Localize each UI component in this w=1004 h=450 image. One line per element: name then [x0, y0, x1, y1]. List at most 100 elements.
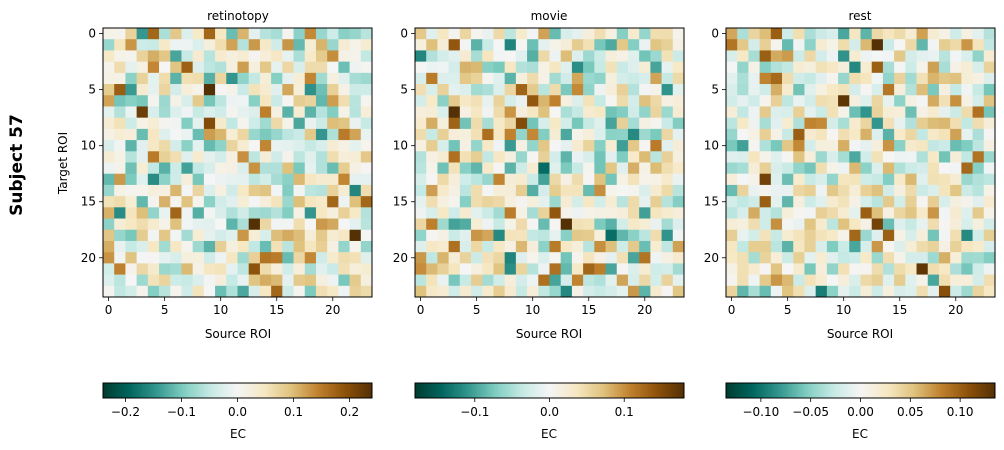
heatmap-cell [136, 72, 149, 85]
heatmap-cell [304, 50, 317, 63]
heatmap-cell [437, 229, 450, 242]
heatmap-cell [860, 184, 873, 197]
heatmap-cell [770, 106, 783, 119]
heatmap-cell [804, 229, 817, 242]
heatmap-cell [950, 117, 962, 130]
colorbar-segment [105, 383, 108, 398]
heatmap-cell [583, 184, 595, 197]
colorbar-segment [509, 383, 513, 398]
heatmap-cell [527, 95, 539, 107]
heatmap-cell [237, 207, 250, 219]
heatmap-cell [672, 263, 685, 275]
colorbar-segment [103, 383, 106, 398]
heatmap-cell [927, 263, 940, 275]
colorbar-segment [667, 383, 670, 398]
heatmap-cell [215, 106, 227, 119]
heatmap-cell [203, 106, 216, 119]
heatmap-cell [905, 196, 917, 208]
heatmap-cell [259, 263, 272, 275]
heatmap-cell [504, 252, 517, 264]
colorbar-segment [427, 383, 431, 398]
colorbar-segment [513, 383, 517, 398]
heatmap-cell [782, 218, 794, 231]
heatmap-cell [482, 28, 494, 40]
colorbar-tick-label: 0.2 [340, 405, 359, 419]
heatmap-cell [571, 106, 584, 119]
colorbar-segment [618, 383, 622, 398]
panel-retinotopy: retinotopy Target ROI Source ROI EC 0 5 10… [56, 9, 373, 441]
heatmap-cell [672, 151, 685, 163]
heatmap-cell [426, 240, 438, 253]
heatmap-cell [136, 50, 149, 63]
heatmap-cell [882, 28, 895, 40]
colorbar-segment [486, 383, 489, 398]
heatmap-cell [459, 218, 472, 231]
heatmap-cell [672, 285, 685, 298]
heatmap-cell [192, 140, 205, 152]
colorbar-segment [353, 383, 356, 398]
heatmap-cell [983, 28, 996, 40]
colorbar-segment [168, 383, 171, 398]
x-tick-label: 15 [269, 303, 284, 317]
heatmap-cell [136, 229, 149, 242]
heatmap-cell [849, 140, 861, 152]
heatmap-cell [639, 285, 651, 298]
colorbar-segment [776, 383, 779, 398]
heatmap-cell [804, 140, 817, 152]
heatmap-cell [415, 61, 427, 74]
colorbar-segment [205, 383, 209, 398]
heatmap-cell [782, 50, 794, 63]
x-tick-label: 0 [105, 303, 113, 317]
y-axis-label: Target ROI [56, 132, 70, 195]
heatmap-cell [782, 106, 794, 119]
colorbar-segment [828, 383, 832, 398]
heatmap-cell [871, 274, 884, 287]
heatmap-cell [338, 285, 350, 298]
heatmap-cell [672, 218, 685, 231]
colorbar-segment [363, 383, 367, 398]
heatmap-cell [159, 39, 171, 51]
heatmap-cell [338, 240, 350, 253]
heatmap-cell [338, 218, 350, 231]
heatmap-cell [726, 196, 738, 208]
colorbar-segment [595, 383, 599, 398]
heatmap-cell [916, 95, 929, 107]
heatmap-cell [759, 151, 772, 163]
heatmap-cell [504, 72, 517, 85]
heatmap-cell [594, 28, 606, 40]
heatmap-cell [426, 39, 438, 51]
heatmap-cell [770, 39, 783, 51]
heatmap-cell [983, 196, 996, 208]
heatmap-cell [815, 207, 828, 219]
heatmap-cell [504, 140, 517, 152]
heatmap-cell [293, 240, 306, 253]
heatmap-cell [782, 28, 794, 40]
colorbar-segment [656, 383, 660, 398]
heatmap-cell [871, 72, 884, 85]
heatmap-cell [147, 151, 160, 163]
heatmap-cell [549, 39, 562, 51]
colorbar-segment [740, 383, 744, 398]
heatmap-cell [493, 128, 506, 141]
heatmap-cell [170, 263, 182, 275]
heatmap-cell [961, 128, 973, 141]
heatmap-cell [759, 50, 772, 63]
heatmap-cell [894, 84, 906, 96]
heatmap-cell [304, 84, 317, 96]
heatmap-cell [103, 39, 115, 51]
colorbar-segment [749, 383, 752, 398]
colorbar-segment [606, 383, 609, 398]
colorbar-segment [892, 383, 895, 398]
heatmap-cell [293, 128, 306, 141]
heatmap-cell [549, 72, 562, 85]
heatmap-cell [471, 173, 483, 186]
colorbar-segment [315, 383, 318, 398]
heatmap-cell [737, 252, 749, 264]
heatmap-cell [248, 28, 261, 40]
heatmap-cell [293, 72, 306, 85]
heatmap-cell [114, 84, 126, 96]
heatmap-cell [627, 173, 640, 186]
heatmap-cell [571, 240, 584, 253]
heatmap-cell [538, 28, 550, 40]
heatmap-cell [192, 263, 205, 275]
